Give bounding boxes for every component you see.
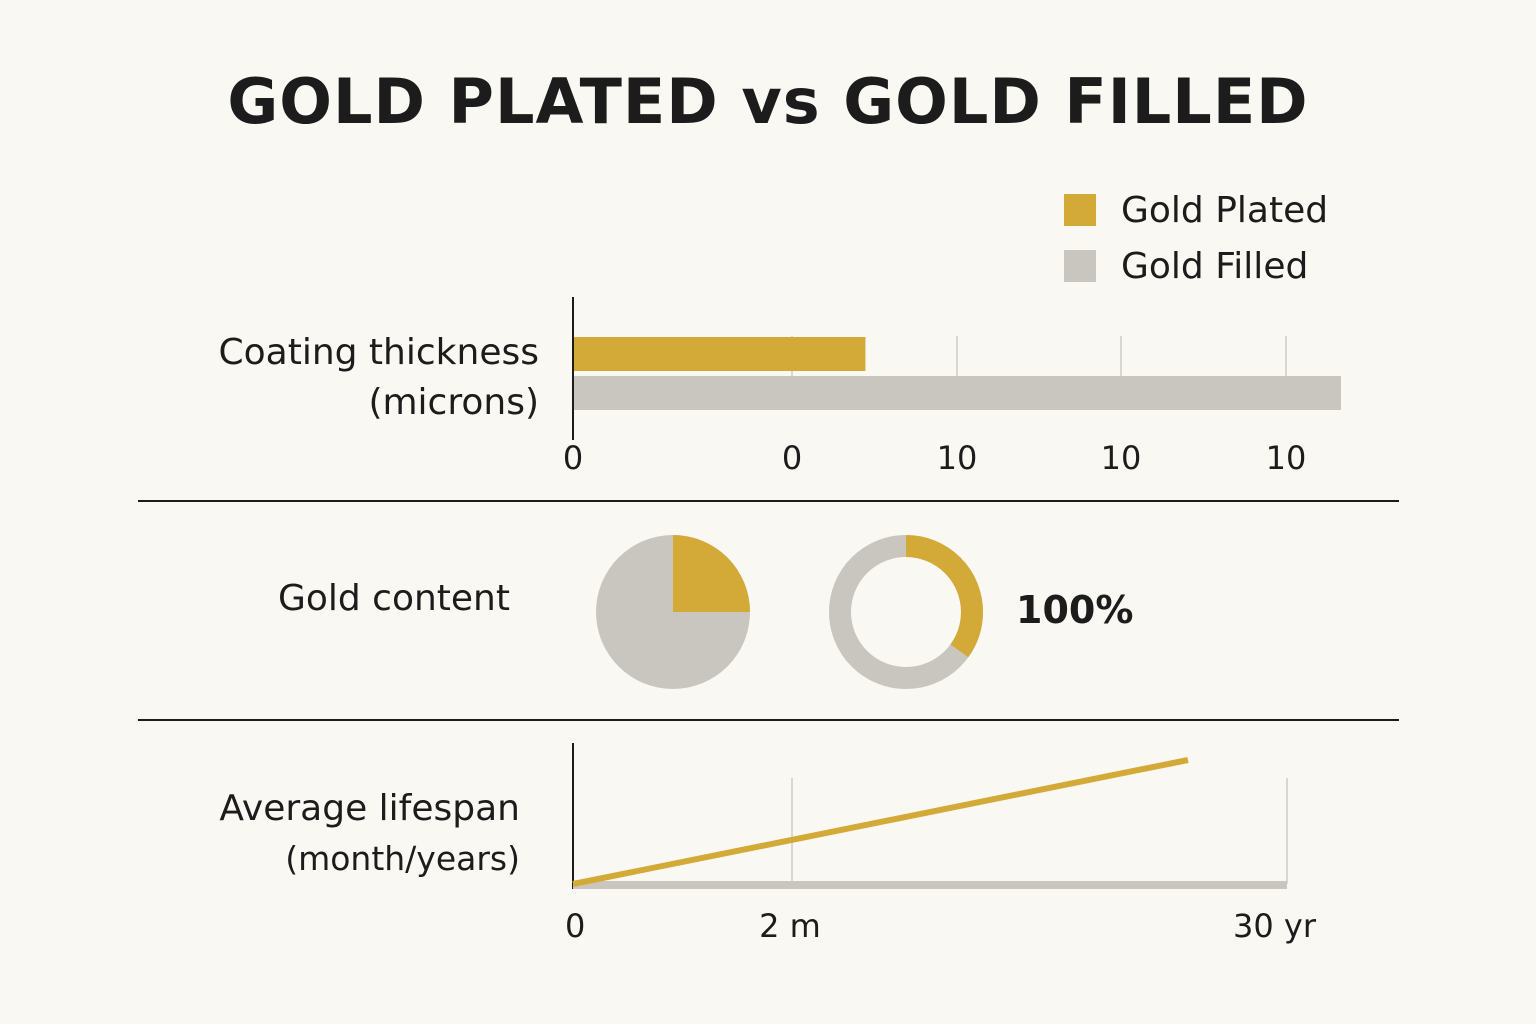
lifespan-tick-label-0: 0 (565, 907, 585, 945)
content-label: Gold content (277, 578, 510, 619)
legend-swatch-gold-filled (1064, 250, 1096, 282)
content-row-label: Gold content (278, 574, 510, 624)
gold-content-pie-slice (673, 535, 750, 612)
legend-label-gold-plated: Gold Plated (1121, 189, 1329, 231)
thickness-bar-gold-filled (574, 376, 1341, 410)
lifespan-row-label: Average lifespan (month/years) (219, 784, 520, 884)
lifespan-line-gold-filled (573, 881, 1287, 889)
divider-bottom (138, 719, 1399, 721)
legend-item-gold-filled: Gold Filled (1064, 238, 1328, 294)
thickness-tick-label-1: 0 (782, 439, 802, 477)
legend-item-gold-plated: Gold Plated (1064, 182, 1328, 238)
legend: Gold Plated Gold Filled (1064, 182, 1328, 294)
lifespan-label-line1: Average lifespan (219, 788, 520, 829)
divider-top (138, 500, 1399, 502)
thickness-tick-label-0: 0 (563, 439, 583, 477)
legend-label-gold-filled: Gold Filled (1121, 245, 1309, 287)
thickness-tick-label-2: 10 (937, 439, 978, 477)
thickness-bar-gold-plated (574, 337, 866, 371)
chart-title: GOLD PLATED vs GOLD FILLED (227, 65, 1309, 138)
thickness-label-line1: Coating thickness (218, 332, 539, 373)
gold-content-donut-arc (829, 535, 983, 689)
lifespan-label-line2: (month/years) (285, 839, 520, 878)
legend-swatch-gold-plated (1064, 194, 1096, 226)
lifespan-line-gold-plated (572, 757, 1189, 887)
thickness-row-label: Coating thickness (microns) (218, 328, 539, 428)
thickness-tick-label-4: 10 (1266, 439, 1307, 477)
content-annotation: 100% (1016, 588, 1134, 632)
lifespan-tick-label-2: 30 yr (1233, 907, 1317, 945)
thickness-tick-label-3: 10 (1101, 439, 1142, 477)
thickness-label-line2: (microns) (368, 382, 539, 423)
lifespan-tick-label-1: 2 m (759, 907, 821, 945)
